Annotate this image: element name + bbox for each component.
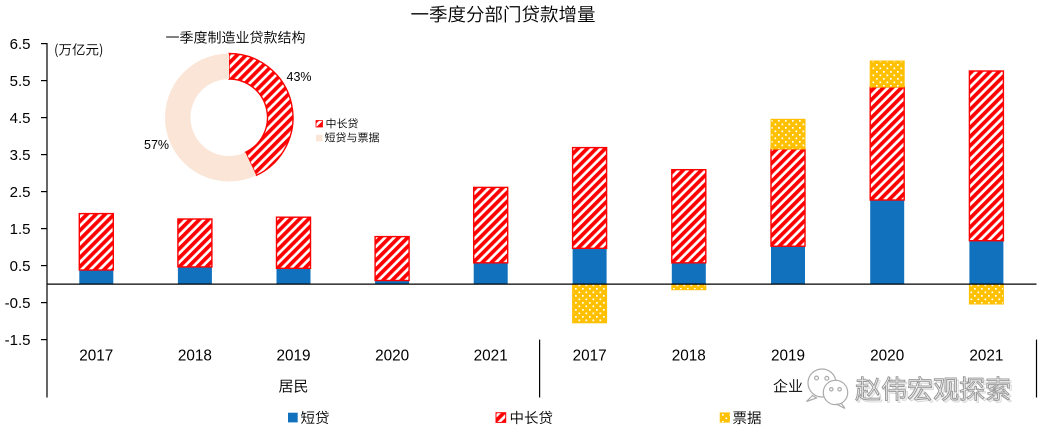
svg-text:1.5: 1.5 — [10, 221, 31, 238]
svg-text:2018: 2018 — [178, 348, 212, 365]
svg-text:2017: 2017 — [79, 348, 113, 365]
svg-text:2020: 2020 — [375, 348, 409, 365]
svg-text:2021: 2021 — [969, 348, 1003, 365]
svg-text:57%: 57% — [144, 138, 169, 152]
svg-text:2.5: 2.5 — [10, 184, 31, 201]
svg-text:0.5: 0.5 — [10, 258, 31, 275]
svg-text:2019: 2019 — [771, 348, 805, 365]
svg-text:6.5: 6.5 — [10, 36, 31, 53]
svg-text:2018: 2018 — [672, 348, 706, 365]
svg-text:2021: 2021 — [474, 348, 508, 365]
svg-text:3.5: 3.5 — [10, 147, 31, 164]
svg-text:-0.5: -0.5 — [5, 295, 31, 312]
svg-text:2017: 2017 — [573, 348, 607, 365]
svg-text:5.5: 5.5 — [10, 73, 31, 90]
svg-text:2020: 2020 — [870, 348, 904, 365]
svg-text:43%: 43% — [287, 70, 312, 84]
svg-text:-1.5: -1.5 — [5, 332, 31, 349]
svg-text:4.5: 4.5 — [10, 110, 31, 127]
svg-text:2019: 2019 — [276, 348, 310, 365]
